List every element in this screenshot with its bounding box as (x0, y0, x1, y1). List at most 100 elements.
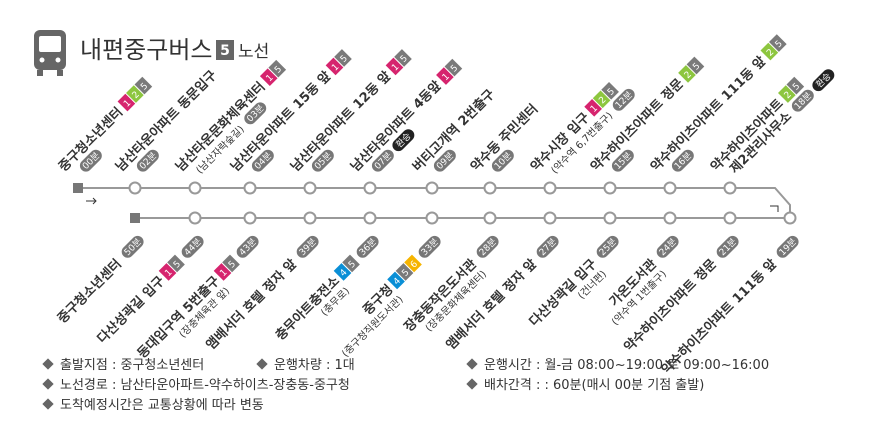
stop (543, 181, 557, 195)
info-text: 배차간격 : : 60분(매시 00분 기점 출발) (484, 378, 704, 393)
stop (363, 181, 377, 195)
line-badge (158, 263, 177, 281)
line-badge (167, 254, 185, 273)
time-pill (612, 88, 635, 111)
time-pill (791, 89, 814, 112)
time-pill (812, 69, 835, 92)
stop (663, 211, 677, 225)
stop (188, 181, 202, 195)
line-badge-label: 1 (330, 62, 341, 73)
time-pill (356, 235, 379, 258)
line-badge-label: 5 (172, 259, 183, 270)
bullet (42, 358, 54, 370)
stop (363, 211, 377, 225)
line-badge (686, 56, 705, 75)
line-badge (768, 34, 787, 52)
stop (243, 211, 257, 225)
stop (603, 181, 617, 195)
time-pill (311, 149, 334, 172)
time-pill (392, 129, 415, 152)
bullet (256, 358, 268, 370)
line-badge-label: 5 (791, 81, 802, 92)
line-badge-label: 5 (606, 87, 617, 98)
line-badge-label: 1 (218, 268, 229, 279)
info-text: 운행시간 : 월-금 08:00~19:00 토 09:00~16:00 (484, 357, 769, 373)
line-badge-label: 5 (399, 54, 410, 65)
time-pill (776, 235, 799, 258)
line-badge-label: 2 (683, 70, 694, 81)
time-pill (136, 149, 159, 172)
start-marker (130, 213, 140, 223)
stop (303, 181, 317, 195)
line-badge-label: 4 (338, 268, 349, 279)
stop (425, 211, 439, 225)
line-badge-label: 1 (265, 73, 276, 84)
stop (188, 211, 202, 225)
line-badge-label: 4 (392, 276, 403, 287)
stop (543, 211, 557, 225)
time-pill (656, 235, 679, 258)
stop (663, 181, 677, 195)
line-badge-label: 6 (409, 259, 420, 270)
line-badge-label: 5 (449, 63, 460, 74)
line-badge (268, 59, 287, 78)
line-badge-label: 5 (139, 81, 150, 92)
line-badge (134, 76, 153, 95)
line-badge (213, 263, 232, 281)
time-pill (418, 235, 441, 258)
line-badge-label: 5 (273, 65, 284, 76)
time-pill (536, 235, 559, 258)
line-badge-label: 2 (597, 95, 608, 106)
info-text: 운행차량 : 1대 (274, 357, 355, 373)
line-badge (117, 93, 136, 112)
line-badge (387, 271, 405, 290)
bullet (466, 378, 478, 390)
time-pill (371, 149, 394, 172)
bullet (466, 358, 478, 370)
line-badge-label: 2 (765, 47, 776, 58)
stop (425, 181, 439, 195)
info-text: 도착예정시간은 교통상황에 따라 변동 (60, 398, 264, 413)
line-badge-label: 5 (774, 39, 785, 50)
time-pill (296, 235, 319, 258)
time-pill (671, 149, 694, 172)
stop (603, 211, 617, 225)
stop (303, 211, 317, 225)
line-badge (601, 81, 619, 100)
line-badge-label: 1 (589, 104, 600, 115)
time-pill (236, 235, 259, 258)
time-pill (251, 149, 274, 172)
start-marker (73, 183, 83, 193)
line-badge (592, 90, 611, 109)
line-badge (760, 42, 779, 61)
line-badge-label: 1 (390, 62, 401, 73)
time-pill (121, 235, 144, 258)
line-badge-label: 5 (347, 259, 358, 270)
line-badge-label: 1 (122, 98, 133, 109)
time-pill (491, 149, 514, 172)
line-badge (334, 49, 352, 67)
line-badge (444, 58, 463, 77)
line-badge (404, 254, 422, 273)
route-badge (216, 40, 234, 60)
time-pill (716, 235, 739, 258)
time-pill (181, 235, 204, 258)
line-badge (394, 49, 412, 67)
time-pill (611, 149, 634, 172)
line-badge (333, 263, 352, 281)
line-badge-label: 2 (783, 90, 794, 101)
route-label: 노선 (238, 42, 269, 62)
line-badge (584, 98, 602, 117)
line-badge (342, 254, 360, 273)
line-badge (222, 254, 240, 273)
title: 내편중구버스 (80, 36, 212, 64)
line-badge-label: 5 (400, 268, 411, 279)
time-pill (79, 149, 102, 172)
bus-icon (34, 30, 66, 76)
stop (723, 211, 737, 225)
line-badge (325, 57, 344, 76)
